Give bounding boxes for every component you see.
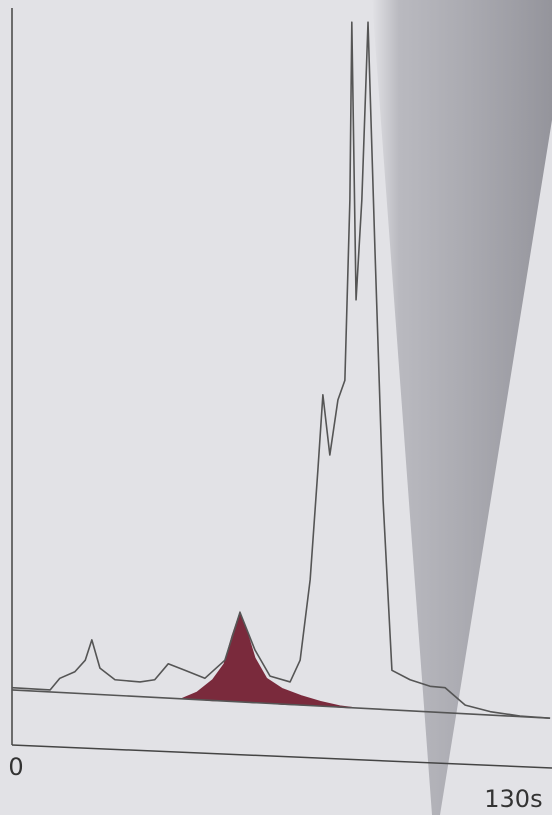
page: 0130s (() => { const data = JSON.parse(d… <box>0 0 552 815</box>
x-tick-label: 0 <box>8 753 23 781</box>
x-tick-label: 130s <box>484 785 542 813</box>
chart: 0 130s <box>0 0 552 815</box>
